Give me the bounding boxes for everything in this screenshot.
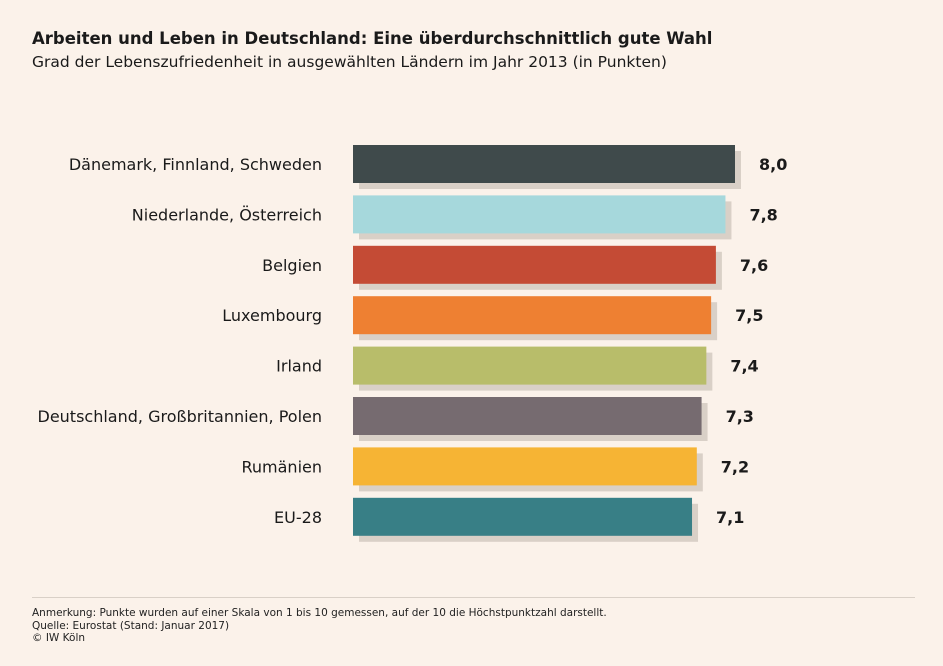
category-label: Luxembourg (222, 306, 322, 325)
category-label: Belgien (262, 256, 322, 275)
value-label: 7,3 (726, 407, 754, 426)
value-label: 7,8 (749, 205, 777, 224)
footer-copyright: © IW Köln (32, 632, 86, 644)
chart-subtitle: Grad der Lebenszufriedenheit in ausgewäh… (32, 53, 667, 71)
bar-3 (353, 296, 712, 335)
category-label: Deutschland, Großbritannien, Polen (38, 407, 323, 426)
value-label: 7,6 (740, 256, 768, 275)
bar-0 (353, 145, 735, 183)
footer-divider (32, 597, 915, 598)
bar-5 (353, 397, 702, 435)
value-label: 7,4 (730, 357, 758, 376)
value-label: 7,1 (716, 508, 744, 527)
value-label: 8,0 (759, 155, 787, 174)
bar-chart: Dänemark, Finnland, Schweden 8,0 Niederlan… (38, 145, 787, 542)
value-label: 7,2 (721, 457, 749, 476)
bar-1 (353, 195, 726, 234)
value-label: 7,5 (735, 306, 763, 325)
footer-source: Quelle: Eurostat (Stand: Januar 2017) (32, 619, 230, 632)
bar-2 (353, 245, 716, 284)
category-label: Dänemark, Finnland, Schweden (69, 155, 322, 174)
chart-title: Arbeiten und Leben in Deutschland: Eine … (32, 29, 713, 48)
category-label: Niederlande, Österreich (132, 205, 322, 224)
bar-6 (353, 447, 697, 486)
category-label: Rumänien (242, 457, 323, 476)
category-label: EU-28 (274, 508, 322, 527)
bar-7 (353, 497, 693, 536)
footer-note: Anmerkung: Punkte wurden auf einer Skala… (32, 607, 607, 619)
footer: Anmerkung: Punkte wurden auf einer Skala… (32, 607, 607, 645)
bar-4 (353, 346, 707, 385)
category-label: Irland (276, 357, 322, 376)
